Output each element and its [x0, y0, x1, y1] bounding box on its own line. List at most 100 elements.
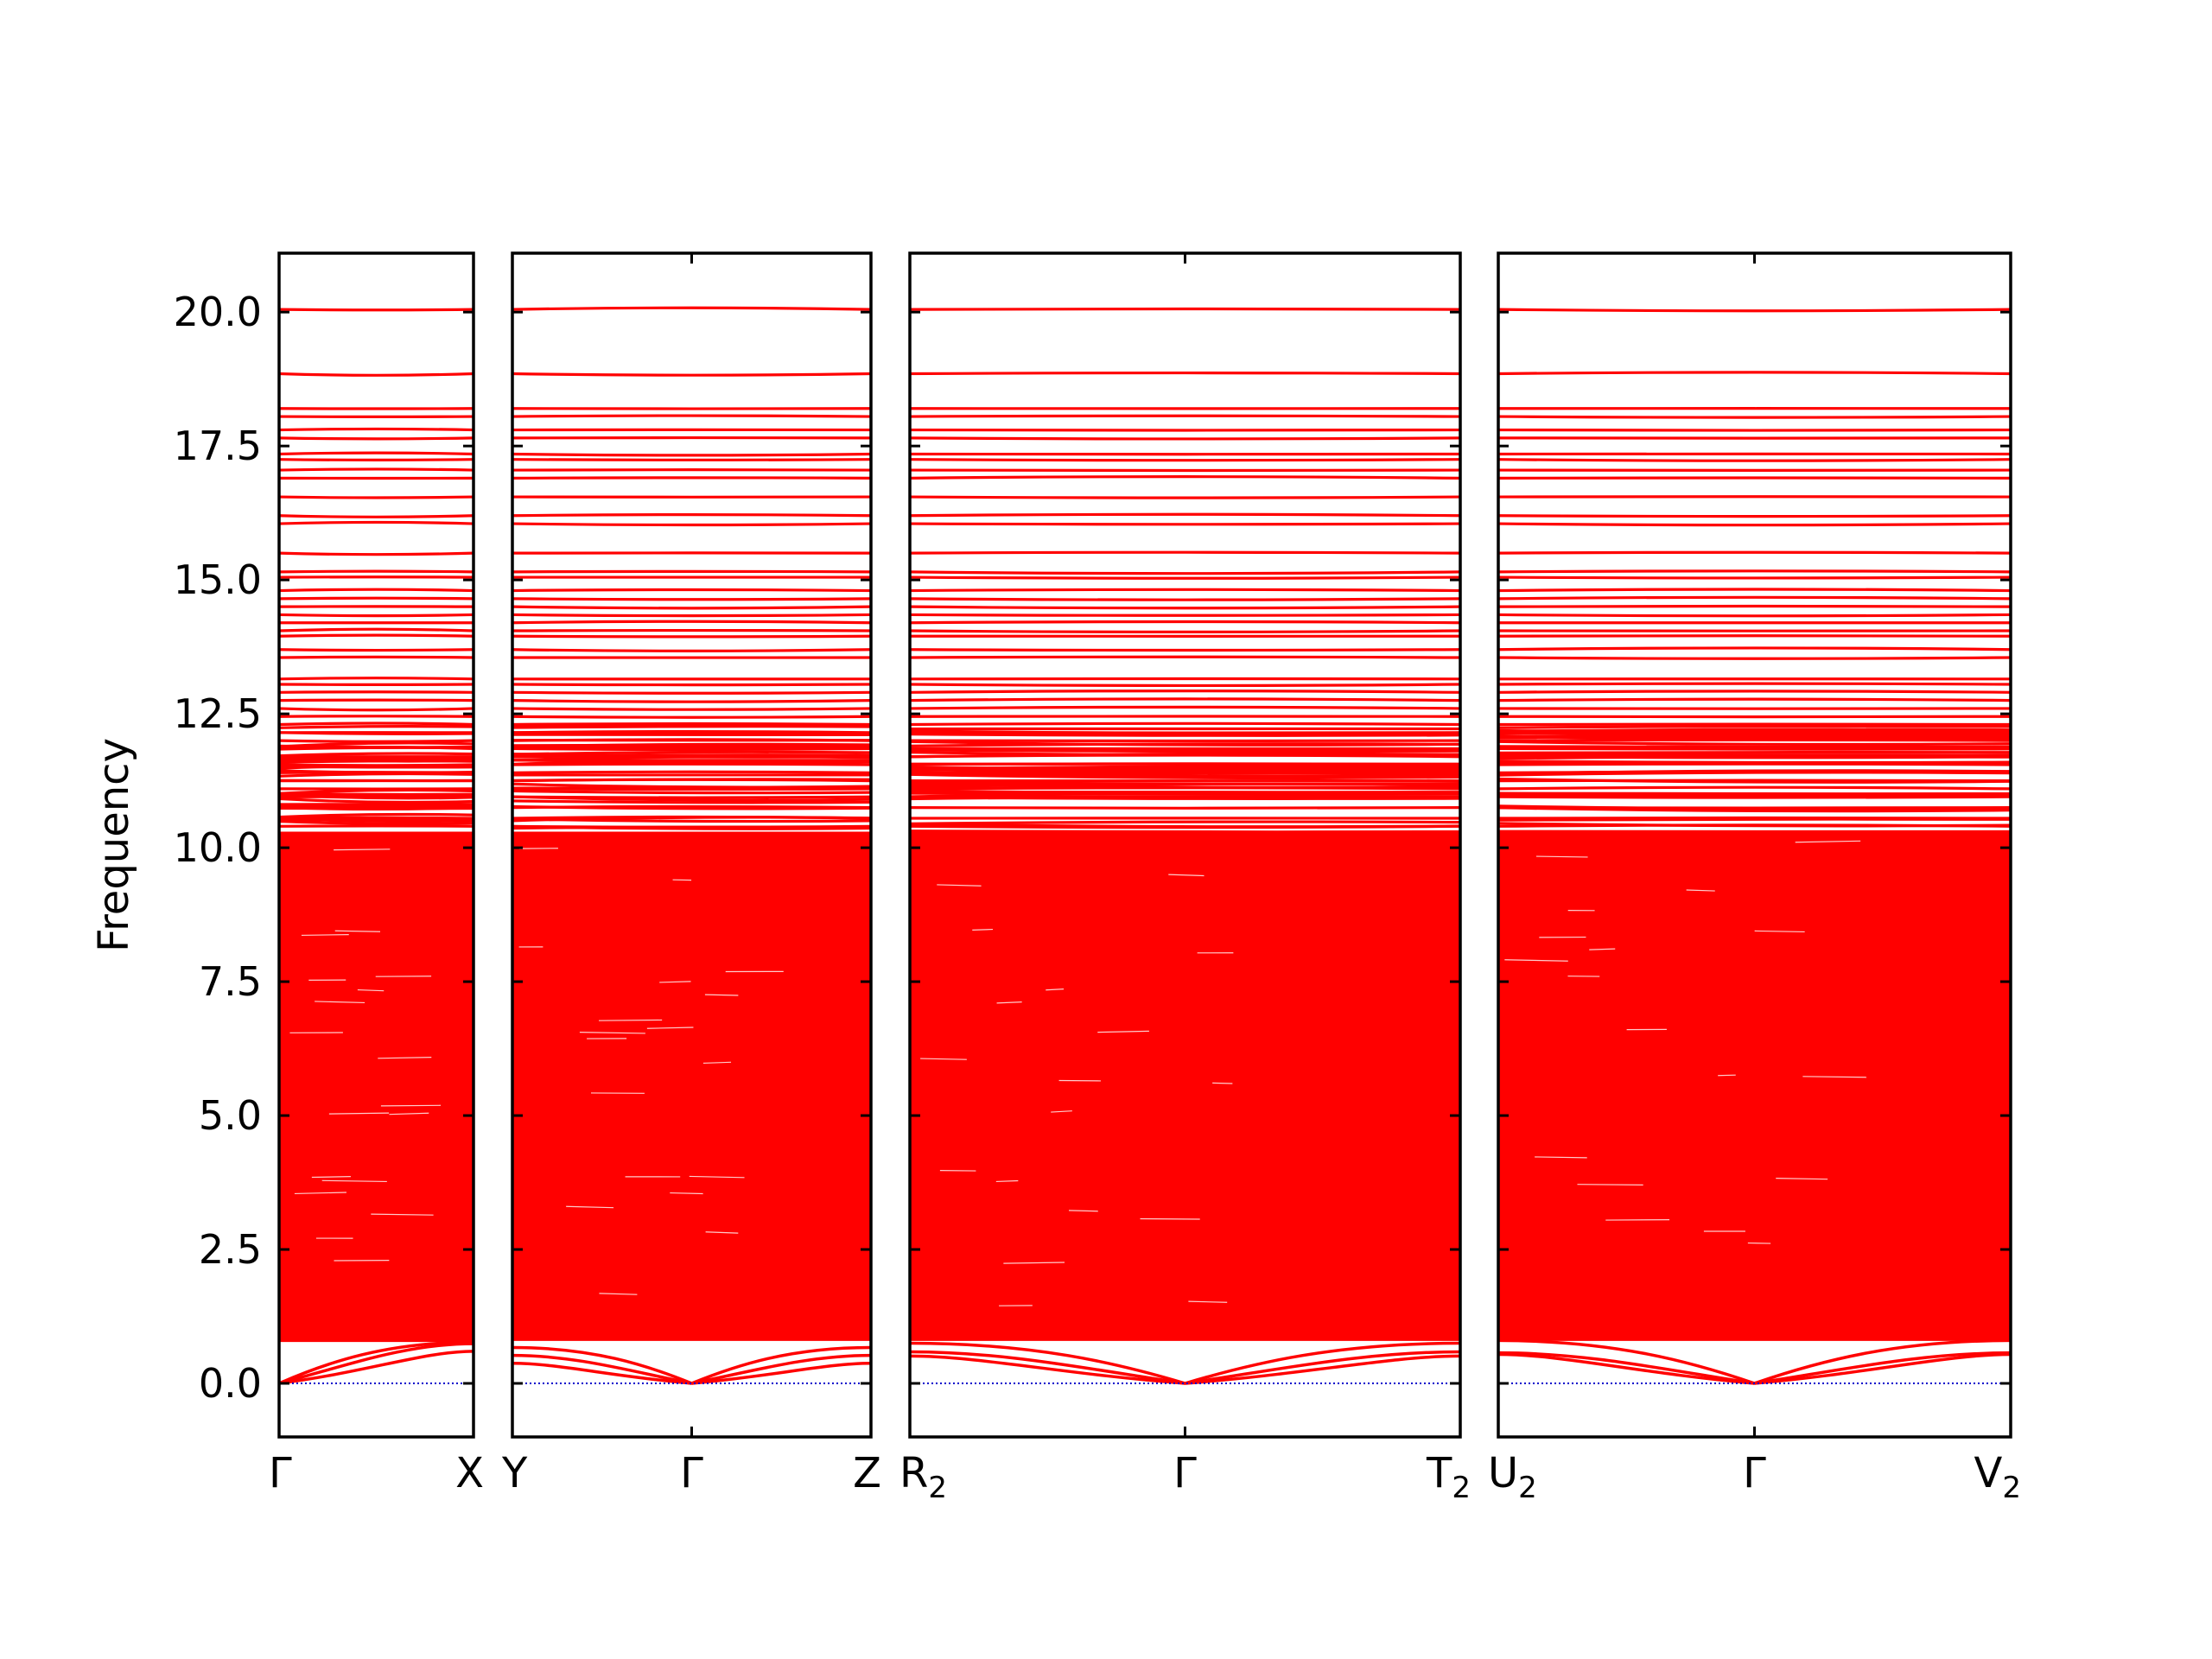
band-line [279, 495, 474, 499]
band-line [1498, 806, 2011, 813]
band-line [1498, 514, 2011, 518]
band-line [512, 699, 871, 703]
band-gap-texture [972, 928, 994, 931]
band-line [279, 731, 474, 735]
band-line [1498, 740, 2011, 747]
band-line [910, 575, 1460, 580]
band-line [512, 782, 871, 789]
band-line [910, 550, 1460, 555]
x-tick-label: X [455, 1449, 484, 1497]
band-line [512, 747, 871, 752]
band-line [1498, 522, 2011, 527]
band-line [279, 569, 474, 574]
acoustic-branch [910, 1350, 1185, 1385]
acoustic-branch [1754, 1351, 2011, 1385]
band-line [512, 759, 871, 766]
band-line [512, 648, 871, 652]
acoustic-branch [279, 1340, 474, 1385]
band-line [279, 752, 474, 758]
band-gap-texture [311, 1176, 351, 1179]
band-line [910, 771, 1460, 778]
band-line [512, 458, 871, 461]
band-line [910, 823, 1460, 829]
y-tick-label: 15.0 [174, 556, 262, 603]
band-line [279, 551, 474, 556]
y-tick-label: 10.0 [174, 824, 262, 871]
band-line [910, 820, 1460, 825]
band-line [512, 634, 871, 639]
band-line [1498, 613, 2011, 618]
band-line [1498, 682, 2011, 686]
band-line [279, 765, 474, 769]
band-line [512, 597, 871, 601]
acoustic-branch [279, 1342, 474, 1385]
band-gap-texture [301, 934, 349, 937]
band-line [279, 677, 474, 681]
dense-band-region [512, 831, 871, 1341]
band-line [910, 458, 1460, 462]
band-line [910, 512, 1460, 518]
band-gap-texture [315, 1001, 365, 1004]
band-line [910, 772, 1460, 779]
acoustic-branch [1184, 1341, 1460, 1385]
band-gap-texture [1097, 1030, 1149, 1033]
band-line [512, 762, 871, 766]
band-line [512, 778, 871, 782]
panel-U2-G-V2: U2 Γ V2 [1488, 251, 2021, 1505]
band-line [910, 475, 1460, 480]
band-line [910, 597, 1460, 601]
x-tick-label: Γ [1743, 1449, 1766, 1497]
band-gap-texture [389, 1112, 429, 1116]
band-gap-texture [995, 1179, 1019, 1183]
band-line [910, 683, 1460, 688]
x-tick-label: Γ [680, 1449, 703, 1497]
band-line [1498, 697, 2011, 702]
band-line [1498, 795, 2011, 799]
band-line [279, 698, 474, 702]
band-line [279, 520, 474, 525]
band-line [910, 690, 1460, 694]
y-tick-label: 17.5 [174, 423, 262, 469]
x-tick-label-subscript: 2 [928, 1471, 947, 1505]
band-line [279, 788, 474, 795]
band-gap-texture [1535, 855, 1588, 858]
band-line [279, 817, 474, 823]
band-gap-texture [1795, 840, 1861, 843]
band-line [512, 789, 871, 795]
band-line [279, 467, 474, 472]
x-tick-label: Z [853, 1449, 881, 1497]
band-gap-texture [670, 1192, 703, 1195]
band-line [279, 458, 474, 461]
band-line [1498, 604, 2011, 608]
band-line [910, 733, 1460, 737]
band-line [279, 451, 474, 456]
band-line [1498, 458, 2011, 462]
band-line [279, 613, 474, 618]
band-line [512, 715, 871, 719]
band-line [512, 750, 871, 756]
band-line [279, 819, 474, 826]
band-line [1498, 804, 2011, 810]
band-line [1498, 308, 2011, 313]
band-gap-texture [1003, 1262, 1065, 1264]
y-tick-label: 12.5 [174, 690, 262, 737]
band-gap-texture [1589, 948, 1616, 950]
band-line [1498, 817, 2011, 822]
band-line [279, 746, 474, 751]
band-line [279, 588, 474, 593]
band-line [910, 371, 1460, 376]
x-tick-label: Γ [269, 1449, 292, 1497]
band-line [910, 830, 1460, 834]
band-line [279, 633, 474, 638]
band-line [279, 514, 474, 518]
band-gap-texture [1046, 988, 1065, 991]
band-line [1498, 588, 2011, 593]
band-line [1498, 646, 2011, 652]
band-line [1498, 734, 2011, 741]
band-line [1498, 550, 2011, 555]
band-line [1498, 755, 2011, 760]
